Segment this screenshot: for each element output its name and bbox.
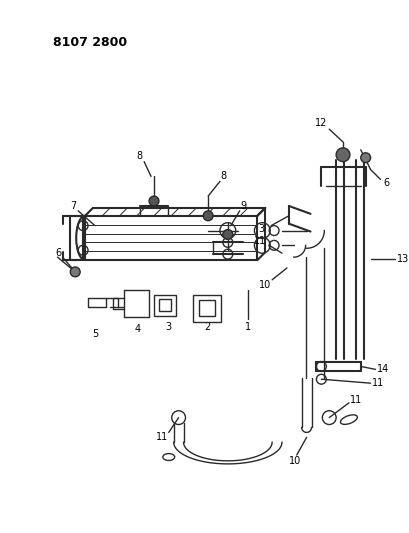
Text: 8107 2800: 8107 2800 — [52, 36, 126, 49]
Circle shape — [149, 196, 159, 206]
Bar — [154, 295, 175, 316]
Text: 10: 10 — [258, 280, 271, 290]
Circle shape — [335, 148, 349, 161]
Bar — [199, 301, 214, 316]
Text: 4: 4 — [134, 324, 140, 334]
Text: 14: 14 — [376, 365, 389, 374]
Text: 11: 11 — [155, 432, 168, 442]
Text: 5: 5 — [92, 329, 98, 339]
Circle shape — [360, 153, 370, 163]
Text: 7: 7 — [70, 201, 76, 211]
Circle shape — [203, 211, 213, 221]
Text: 1: 1 — [244, 322, 250, 332]
Text: 2: 2 — [204, 322, 210, 332]
Circle shape — [70, 267, 80, 277]
Circle shape — [222, 230, 232, 239]
Bar — [193, 295, 220, 322]
Text: 3: 3 — [165, 322, 171, 332]
Text: 3: 3 — [258, 224, 264, 233]
Text: 6: 6 — [55, 248, 61, 258]
Bar — [159, 300, 170, 311]
Text: 12: 12 — [315, 118, 327, 128]
Text: 9: 9 — [240, 201, 246, 211]
Text: 11: 11 — [349, 395, 361, 405]
Text: 8: 8 — [220, 172, 227, 181]
Text: 10: 10 — [288, 456, 300, 466]
Text: 8: 8 — [136, 151, 142, 161]
Text: 11: 11 — [371, 378, 384, 388]
Text: 11: 11 — [254, 237, 266, 246]
Text: 13: 13 — [396, 254, 408, 264]
Text: 6: 6 — [382, 179, 389, 188]
